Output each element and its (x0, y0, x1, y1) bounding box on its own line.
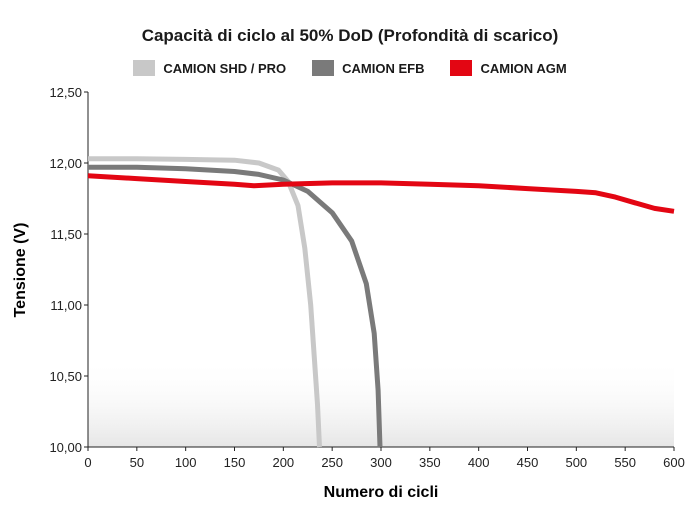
y-tick-label: 10,50 (49, 369, 82, 384)
y-tick-label: 10,00 (49, 440, 82, 455)
x-tick-label: 150 (224, 455, 246, 470)
series-line-agm (87, 173, 675, 214)
axes: 0 50 100 150 200 250 300 350 400 450 500 550 600 10,0… (49, 85, 684, 470)
y-tick-label: 12,00 (49, 156, 82, 171)
y-tick-label: 12,50 (49, 85, 82, 100)
x-tick-label: 50 (130, 455, 144, 470)
x-tick-label: 550 (614, 455, 636, 470)
legend-swatch-agm (450, 60, 473, 76)
y-tick-label: 11,50 (50, 227, 82, 242)
x-tick-label: 600 (663, 455, 685, 470)
legend-label-efb: CAMION EFB (342, 60, 425, 76)
legend-item-shd-pro: CAMION SHD / PRO (133, 60, 286, 76)
x-tick-label: 350 (419, 455, 441, 470)
x-tick-label: 200 (272, 455, 294, 470)
legend-item-agm: CAMION AGM (450, 60, 567, 76)
x-tick-label: 400 (468, 455, 490, 470)
x-axis-title: Numero di cicli (324, 484, 439, 501)
legend-item-efb: CAMION EFB (312, 60, 424, 76)
legend-label-agm: CAMION AGM (480, 60, 567, 76)
x-tick-label: 300 (370, 455, 392, 470)
legend-swatch-shd-pro (133, 60, 156, 76)
series-layer (87, 156, 675, 448)
legend-swatch-efb (312, 60, 335, 76)
x-tick-label: 250 (321, 455, 343, 470)
y-axis-title: Tensione (V) (12, 223, 29, 318)
y-tick-label: 11,00 (50, 298, 82, 313)
x-tick-label: 500 (565, 455, 587, 470)
series-line-efb (88, 164, 383, 448)
x-tick-label: 0 (84, 455, 91, 470)
x-tick-label: 100 (175, 455, 197, 470)
chart-title: Capacità di ciclo al 50% DoD (Profondità… (141, 26, 559, 45)
legend-label-shd-pro: CAMION SHD / PRO (163, 60, 287, 76)
legend: CAMION SHD / PRO CAMION EFB CAMION AGM (0, 60, 700, 76)
x-tick-label: 450 (517, 455, 539, 470)
